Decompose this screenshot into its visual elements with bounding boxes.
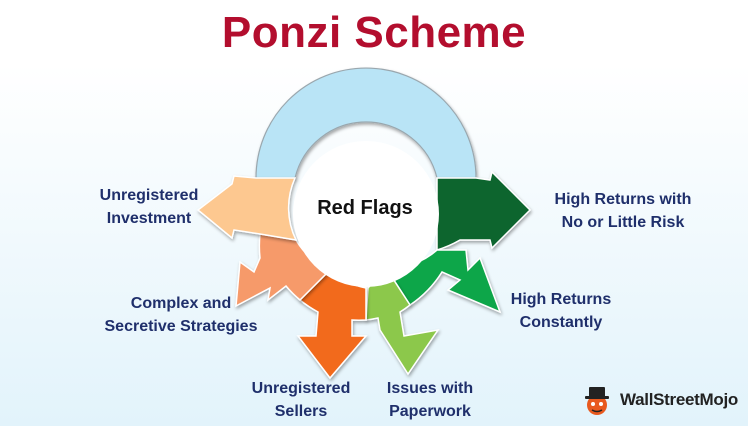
flag-label-issues-with-paperwork: Issues with Paperwork	[386, 380, 474, 420]
flag-label-unregistered-investment: Unregistered Investment	[99, 187, 199, 227]
brand-name: WallStreetMojo	[620, 390, 738, 409]
page-title: Ponzi Scheme	[221, 8, 527, 57]
flag-arrow-issues-with-paperwork	[365, 266, 440, 376]
center-circle	[293, 141, 439, 287]
flag-arrow-unregistered-investment	[196, 175, 298, 241]
brand-mascot-icon	[585, 387, 609, 415]
flag-label-high-returns-constantly: High Returns Constantly	[510, 291, 612, 331]
brand-logo: WallStreetMojo	[580, 383, 738, 417]
flag-label-unregistered-sellers: Unregistered Sellers	[251, 380, 351, 420]
flag-arrow-high-returns-no-risk	[436, 170, 532, 252]
center-label: Red Flags	[317, 197, 413, 219]
flag-label-complex-strategies: Complex and Secretive Strategies	[104, 295, 258, 335]
ring-segment-top	[255, 67, 477, 179]
flag-label-high-returns-no-risk: High Returns with No or Little Risk	[554, 191, 692, 231]
